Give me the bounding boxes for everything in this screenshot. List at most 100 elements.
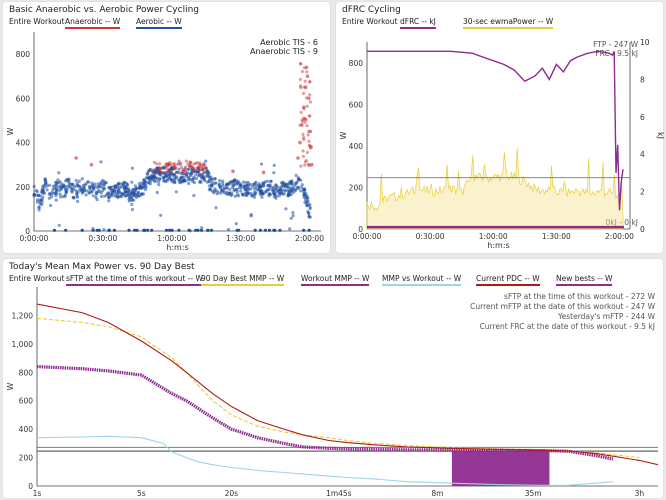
anaerobic-point xyxy=(308,80,312,84)
anaerobic-point xyxy=(164,171,168,175)
anaerobic-point xyxy=(165,167,169,171)
aerobic-point xyxy=(221,181,225,185)
aerobic-point xyxy=(99,194,103,199)
aerobic-point xyxy=(130,202,134,207)
aerobic-point xyxy=(94,192,99,196)
aerobic-point xyxy=(146,180,151,184)
aerobic-point xyxy=(274,187,278,191)
aerobic-point xyxy=(137,181,141,186)
aerobic-point xyxy=(135,186,139,190)
aerobic-point xyxy=(71,182,75,187)
legend-current-pdc[interactable]: Current PDC -- W xyxy=(476,274,540,286)
anaerobic-point xyxy=(298,77,302,81)
aerobic-point xyxy=(277,189,281,193)
legend-sftp[interactable]: sFTP at the time of this workout -- W xyxy=(66,274,203,286)
aerobic-point xyxy=(164,174,168,178)
aerobic-point xyxy=(110,185,114,189)
aerobic-point xyxy=(221,184,225,188)
aerobic-point xyxy=(172,172,176,176)
x-axis-label: h:m:s xyxy=(487,241,509,250)
aerobic-point xyxy=(102,228,106,232)
legend-ewma-power[interactable]: 30-sec ewmaPower -- W xyxy=(463,17,554,29)
aerobic-point xyxy=(81,183,86,187)
aerobic-point xyxy=(119,191,123,196)
aerobic-point xyxy=(199,179,203,183)
aerobic-point xyxy=(226,227,231,232)
aerobic-point xyxy=(116,195,120,199)
aerobic-point xyxy=(246,180,250,185)
legend-90day-best[interactable]: 90 Day Best MMP -- W xyxy=(201,274,285,286)
aerobic-point xyxy=(76,199,80,203)
annotation-ftp: FTP - 247 W xyxy=(593,40,638,49)
anaerobic-point xyxy=(307,164,311,168)
aerobic-point xyxy=(300,183,304,187)
aerobic-point xyxy=(107,228,111,232)
aerobic-point xyxy=(35,198,40,202)
anaerobic-point xyxy=(173,162,177,166)
x-tick-label: 1s xyxy=(33,489,42,498)
anaerobic-point xyxy=(302,116,306,120)
aerobic-point xyxy=(120,185,124,189)
aerobic-point xyxy=(155,176,159,180)
aerobic-point xyxy=(162,178,166,182)
aerobic-point xyxy=(214,181,218,185)
aerobic-point xyxy=(170,228,174,232)
aerobic-point xyxy=(244,180,248,185)
aerobic-point xyxy=(52,228,57,232)
aerobic-point xyxy=(126,191,130,195)
aerobic-point xyxy=(54,189,58,193)
aerobic-point xyxy=(294,188,298,192)
aerobic-point xyxy=(233,194,237,198)
aerobic-point xyxy=(221,179,225,183)
y2-tick-label: 4 xyxy=(640,150,645,159)
anaerobic-point xyxy=(302,137,306,142)
legend-anaerobic[interactable]: Anaerobic -- W xyxy=(65,17,121,29)
aerobic-point xyxy=(177,171,181,175)
y2-tick-label: 10 xyxy=(640,38,650,47)
anaerobic-point xyxy=(179,165,183,169)
y2-tick-label: 8 xyxy=(640,75,645,84)
aerobic-point xyxy=(167,173,171,177)
aerobic-point xyxy=(101,178,105,183)
aerobic-point xyxy=(92,187,96,191)
aerobic-point xyxy=(194,176,198,181)
legend-new-bests[interactable]: New bests -- W xyxy=(556,274,613,286)
aerobic-point xyxy=(206,228,210,232)
aerobic-point xyxy=(42,183,46,187)
legend-dfrc[interactable]: dFRC -- kJ xyxy=(400,17,436,29)
anaerobic-point xyxy=(298,140,302,145)
aerobic-point xyxy=(54,198,58,202)
scope-label: Entire Workout xyxy=(9,17,65,26)
anaerobic-point xyxy=(168,169,173,173)
aerobic-point xyxy=(47,183,52,187)
aerobic-point xyxy=(123,189,127,193)
aerobic-point xyxy=(130,180,134,184)
mmp-vs-workout-line xyxy=(36,435,614,486)
aerobic-point xyxy=(290,179,294,183)
aerobic-point xyxy=(283,188,287,192)
aerobic-point xyxy=(144,185,148,189)
legend-workout-mmp[interactable]: Workout MMP -- W xyxy=(301,274,370,286)
aerobic-point xyxy=(267,228,271,232)
aerobic-point xyxy=(299,185,303,189)
y-tick-label: 200 xyxy=(19,454,34,463)
legend-mmp-vs-workout[interactable]: MMP vs Workout -- W xyxy=(382,274,462,286)
aerobic-point xyxy=(241,180,245,184)
y-tick-label: 800 xyxy=(16,50,31,59)
anaerobic-point xyxy=(305,104,309,108)
aerobic-point xyxy=(133,228,137,232)
aerobic-point xyxy=(130,195,134,199)
y-tick-label: 800 xyxy=(19,368,34,377)
aerobic-point xyxy=(76,183,80,188)
aerobic-point xyxy=(281,181,285,185)
anaerobic-point xyxy=(181,171,185,175)
aerobic-point xyxy=(90,189,94,193)
legend-aerobic[interactable]: Aerobic -- W xyxy=(136,17,182,29)
anaerobic-point xyxy=(155,162,159,166)
aerobic-point xyxy=(286,192,291,196)
aerobic-point xyxy=(226,182,230,186)
aerobic-point xyxy=(304,191,308,195)
aerobic-point xyxy=(261,184,266,188)
anaerobic-point xyxy=(184,170,188,174)
aerobic-point xyxy=(110,194,114,198)
